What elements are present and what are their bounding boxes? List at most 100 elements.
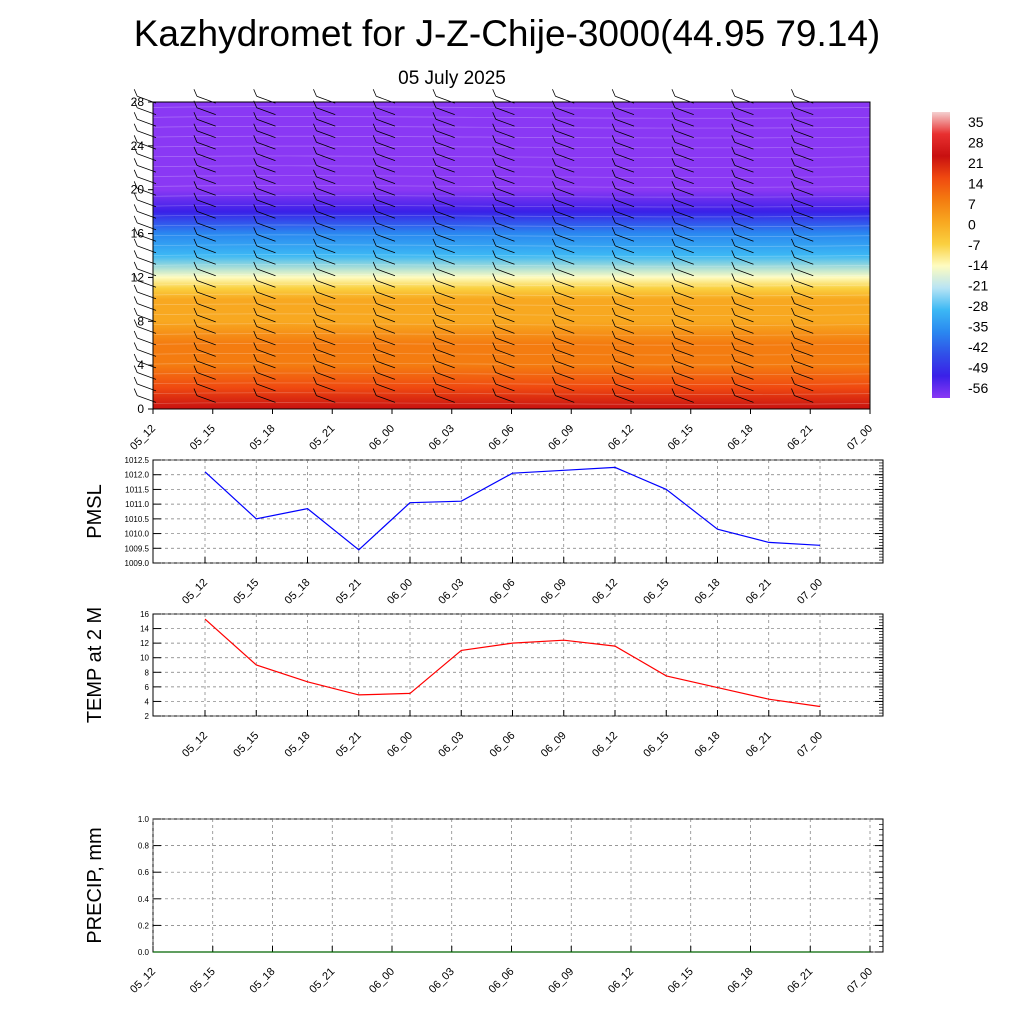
wind-barb <box>376 234 396 242</box>
wind-barb-flag <box>133 146 138 154</box>
wind-barb <box>674 383 694 392</box>
wind-barb-flag <box>253 181 258 189</box>
wind-barb <box>376 280 396 288</box>
wind-barb <box>316 303 336 311</box>
wind-barb <box>256 164 276 173</box>
wind-barb <box>376 291 396 300</box>
wind-barb <box>256 199 276 208</box>
contour-line <box>152 372 871 376</box>
wind-barb-flag <box>552 319 556 327</box>
wind-barb <box>794 372 814 380</box>
wind-barb <box>615 187 635 196</box>
wind-barb <box>794 257 814 265</box>
series-line <box>204 618 821 708</box>
wind-barb-flag <box>611 204 616 212</box>
x-tick-label: 05_18 <box>248 423 278 453</box>
wind-barb-flag <box>671 158 676 166</box>
wind-barb <box>615 234 635 242</box>
wind-barb-flag <box>552 353 556 362</box>
wind-barb-flag <box>313 342 317 350</box>
x-tick-label: 06_03 <box>427 423 457 453</box>
wind-barb <box>555 349 575 357</box>
wind-barb <box>435 210 455 219</box>
wind-barb-flag <box>193 112 198 120</box>
y-tick-label: 14 <box>140 625 149 634</box>
wind-barb <box>196 360 216 369</box>
wind-barb-flag <box>372 238 377 247</box>
wind-barb-flag <box>671 284 676 293</box>
wind-barb <box>435 280 455 288</box>
wind-barb-flag <box>372 353 377 362</box>
wind-barb <box>256 326 276 334</box>
wind-barb-flag <box>671 376 676 385</box>
colorbar-label: -28 <box>968 298 988 314</box>
wind-barb-flag <box>671 365 676 373</box>
wind-barb <box>734 187 754 196</box>
wind-barb <box>256 153 276 162</box>
wind-barb <box>196 291 216 300</box>
wind-barb <box>794 107 814 115</box>
wind-barb-flag <box>193 158 198 166</box>
contour-line <box>152 254 871 257</box>
x-tick-label: 06_12 <box>590 730 620 760</box>
wind-barb <box>734 291 754 300</box>
wind-barb-flag <box>133 158 138 166</box>
wind-barb-flag <box>133 388 138 396</box>
wind-barb-flag <box>552 123 556 131</box>
x-tick-label: 06_06 <box>488 730 518 760</box>
wind-barb-flag <box>432 192 437 201</box>
wind-barb-flag <box>492 353 497 362</box>
wind-barb-flag <box>791 112 795 120</box>
wind-barb <box>674 291 694 300</box>
wind-barb <box>495 164 515 173</box>
wind-barb-flag <box>432 169 437 177</box>
y-tick-label: 0.8 <box>138 842 150 851</box>
wind-barb <box>794 141 814 150</box>
wind-barb-flag <box>193 204 198 212</box>
wind-barb <box>256 383 276 392</box>
wind-barb <box>734 176 754 185</box>
wind-barb-flag <box>611 192 616 201</box>
x-tick-label: 06_09 <box>546 423 576 453</box>
x-tick-label: 06_18 <box>726 423 756 453</box>
wind-barb <box>615 291 635 300</box>
wind-barb <box>435 395 455 403</box>
y-tick-label: 28 <box>131 95 145 109</box>
wind-barb-flag <box>253 261 258 270</box>
wind-barb <box>615 210 635 219</box>
wind-barb <box>316 291 336 300</box>
wind-barb-flag <box>731 353 736 362</box>
wind-barb-flag <box>492 284 497 293</box>
wind-barb <box>495 268 515 277</box>
wind-barb-flag <box>432 261 437 270</box>
wind-barb-flag <box>492 112 497 120</box>
wind-barb-flag <box>432 376 437 385</box>
colorbar: 35 28 21 14 7 0 -7 -14 -21 -28 -35 -42 -49 -56 <box>932 112 988 398</box>
x-tick-label: 06_12 <box>590 577 620 607</box>
wind-barb-flag <box>253 342 258 350</box>
colorbar-label: -21 <box>968 278 988 294</box>
wind-barb <box>495 176 515 185</box>
wind-barb-flag <box>133 192 138 201</box>
wind-barb-flag <box>791 388 795 396</box>
wind-barb <box>316 383 336 392</box>
wind-barb <box>794 222 814 231</box>
wind-barb-flag <box>731 296 736 304</box>
x-tick-label: 07_00 <box>845 423 875 453</box>
wind-barb-flag <box>492 169 497 177</box>
wind-barb <box>615 164 635 173</box>
wind-barb-flag <box>133 273 138 281</box>
wind-barb-flag <box>253 388 258 396</box>
wind-barb <box>495 360 515 369</box>
x-tick-label: 06_15 <box>641 577 671 607</box>
wind-barb-flag <box>611 123 616 131</box>
wind-barb <box>674 372 694 380</box>
wind-barb <box>435 141 455 150</box>
y-axis-label: PMSL <box>84 484 106 538</box>
wind-barb-flag <box>432 181 437 189</box>
wind-barb <box>674 257 694 265</box>
wind-barb-flag <box>552 158 556 166</box>
contour-line <box>152 135 871 139</box>
wind-barb-flag <box>671 307 676 316</box>
wind-barb-flag <box>313 89 317 97</box>
